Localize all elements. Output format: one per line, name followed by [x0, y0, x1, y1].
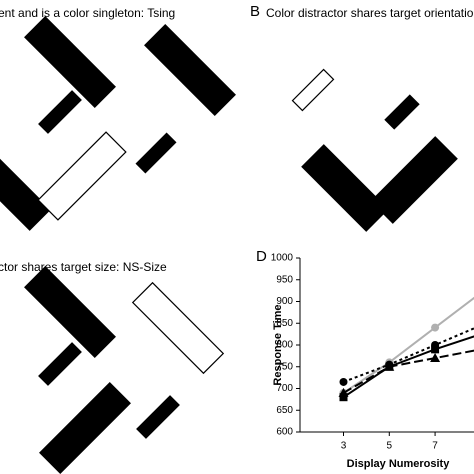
marker — [339, 393, 348, 402]
x-tick-label: 5 — [387, 441, 393, 452]
y-axis-label: Response Time — [272, 304, 284, 385]
y-tick-label: 900 — [276, 296, 293, 307]
y-tick-label: 600 — [276, 427, 293, 438]
series-line — [343, 327, 474, 383]
panel-b-letter: B — [250, 3, 260, 20]
panel-a-stimuli — [0, 16, 177, 231]
series-line — [342, 335, 474, 399]
plot-area — [338, 296, 474, 402]
series-line — [342, 296, 474, 394]
y-tick-label: 800 — [276, 340, 293, 351]
panel-a-caption: ent and is a color singleton: Tsing — [0, 6, 175, 20]
x-tick-label: 3 — [341, 441, 347, 452]
panel-d-letter: D — [256, 248, 267, 265]
series-line — [343, 349, 474, 394]
panel-c-caption: ctor shares target size: NS-Size — [0, 260, 167, 274]
y-tick-label: 650 — [276, 405, 293, 416]
panel-b-stimuli — [144, 24, 458, 232]
x-tick-label: 7 — [432, 441, 438, 452]
marker — [339, 377, 348, 386]
marker — [430, 353, 441, 363]
marker — [384, 361, 395, 371]
y-tick-label: 850 — [276, 318, 293, 329]
panel-c-stimuli — [24, 266, 225, 474]
marker — [338, 387, 349, 397]
x-axis-label: Display Numerosity — [347, 458, 451, 470]
marker — [431, 345, 440, 354]
y-tick-label: 750 — [276, 361, 293, 372]
y-tick-label: 1000 — [271, 253, 294, 264]
panel-b-caption: Color distractor shares target orientati… — [266, 6, 474, 20]
marker — [431, 323, 440, 332]
y-tick-label: 700 — [276, 383, 293, 394]
y-tick-label: 950 — [276, 274, 293, 285]
